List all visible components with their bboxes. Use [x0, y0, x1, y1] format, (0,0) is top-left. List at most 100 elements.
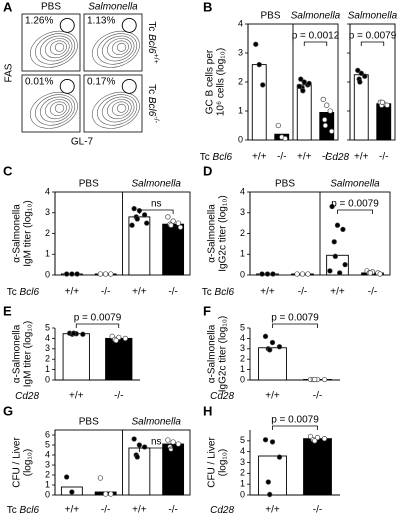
- data-point: [324, 102, 330, 108]
- x-tick-label: +/+: [132, 505, 147, 516]
- column-header: PBS: [41, 2, 61, 13]
- contour: [111, 40, 129, 55]
- y-tick-label: 2: [240, 354, 245, 364]
- data-point: [259, 271, 265, 277]
- row-label-prefix: Tc: [146, 21, 157, 31]
- y-tick-label: 1: [240, 479, 245, 489]
- data-point: [102, 491, 109, 497]
- y-tick-label: 0: [240, 489, 245, 499]
- data-point: [69, 271, 75, 277]
- data-point: [175, 220, 182, 226]
- data-point: [334, 222, 341, 228]
- row-label-gene: Bcl6: [146, 34, 157, 54]
- x-tick-label: -/-: [101, 505, 110, 516]
- contour: [29, 30, 78, 68]
- y-axis-label: α-Salmonella: [12, 324, 23, 383]
- data-point: [177, 224, 184, 230]
- data-point: [170, 439, 176, 445]
- contour: [39, 35, 73, 62]
- data-point: [276, 344, 283, 350]
- data-point: [129, 222, 135, 228]
- column-header: Salmonella: [88, 2, 138, 13]
- x-tick-label: +/+: [265, 505, 280, 516]
- contour: [106, 38, 132, 59]
- x-group-label: Tc Bcl6: [7, 287, 40, 298]
- data-point: [321, 436, 328, 442]
- group-header: Salmonella: [348, 11, 398, 22]
- x-tick-label: +/+: [354, 152, 369, 163]
- x-group-label: Tc Bcl6: [7, 505, 40, 516]
- row-label-genotype: +/+: [152, 54, 159, 64]
- flow-plot: [21, 74, 81, 133]
- gate: [59, 78, 75, 94]
- y-tick-label: 5: [45, 322, 50, 332]
- contour: [96, 33, 138, 65]
- bar: [128, 216, 151, 276]
- data-point: [97, 475, 104, 481]
- contour: [111, 101, 129, 116]
- significance-label: ns: [151, 199, 162, 210]
- significance-label: p = 0.0079: [331, 199, 379, 210]
- gate: [59, 17, 75, 33]
- y-tick-label: 3: [240, 457, 245, 467]
- y-tick-label: 1: [238, 105, 243, 115]
- data-point: [122, 335, 128, 342]
- data-point: [262, 333, 269, 339]
- row-label-gene: Bcl6: [146, 97, 157, 117]
- significance-bracket: [337, 209, 373, 214]
- y-tick-label: 0: [45, 269, 50, 279]
- x-tick-label: +/+: [330, 287, 345, 298]
- x-group-label-gene: Cd28: [210, 505, 234, 516]
- data-point: [357, 79, 363, 85]
- contour: [29, 91, 78, 129]
- y-tick-label: 5: [45, 439, 50, 449]
- data-point: [131, 436, 137, 442]
- y-tick-label: 2: [45, 228, 50, 238]
- group-header: PBS: [79, 417, 99, 428]
- bar: [251, 64, 267, 141]
- x-group-label-gene: Cd28: [15, 391, 39, 402]
- y-axis-label: FAS: [4, 63, 15, 82]
- frame: [349, 23, 396, 141]
- data-point: [307, 433, 314, 440]
- contour: [101, 96, 135, 123]
- data-point: [102, 271, 109, 277]
- data-point: [70, 330, 77, 336]
- x-tick-label: -/-: [168, 505, 177, 516]
- y-axis-label: IgM titer (log₁₀): [23, 200, 34, 266]
- x-tick-label: -/-: [114, 391, 123, 402]
- contour: [54, 42, 65, 52]
- x-tick-label: -/-: [313, 505, 322, 516]
- x-group-label-gene: Bcl6: [213, 152, 233, 163]
- panel-letter: C: [3, 163, 13, 178]
- y-tick-label: 2: [238, 76, 243, 86]
- contour: [39, 96, 73, 123]
- y-tick-label: 3: [240, 343, 245, 353]
- data-point: [144, 220, 150, 226]
- x-tick-label: +/+: [65, 505, 80, 516]
- data-point: [269, 339, 276, 346]
- y-tick-label: 0: [45, 489, 50, 499]
- data-point: [113, 337, 119, 344]
- data-point: [165, 214, 171, 220]
- x-group-label-gene: Cd28: [325, 152, 349, 163]
- gate-percent: 1.13%: [87, 16, 115, 27]
- bar: [128, 447, 151, 496]
- y-tick-label: 3: [45, 207, 50, 217]
- y-tick-label: 0: [45, 374, 50, 384]
- panel-letter: A: [3, 0, 13, 14]
- panel-letter: B: [203, 0, 212, 14]
- x-tick-label: -/-: [101, 287, 110, 298]
- group-header: Salmonella: [132, 417, 182, 428]
- data-point: [134, 216, 140, 222]
- x-tick-label: +/+: [297, 152, 312, 163]
- y-tick-label: 2: [240, 228, 245, 238]
- data-point: [300, 88, 306, 94]
- x-tick-label: +/+: [65, 287, 80, 298]
- bar: [303, 438, 332, 496]
- data-point: [340, 226, 346, 233]
- x-group-label-gene: Bcl6: [20, 505, 40, 516]
- flow-plot: [83, 13, 143, 72]
- y-tick-label: 1: [45, 364, 50, 374]
